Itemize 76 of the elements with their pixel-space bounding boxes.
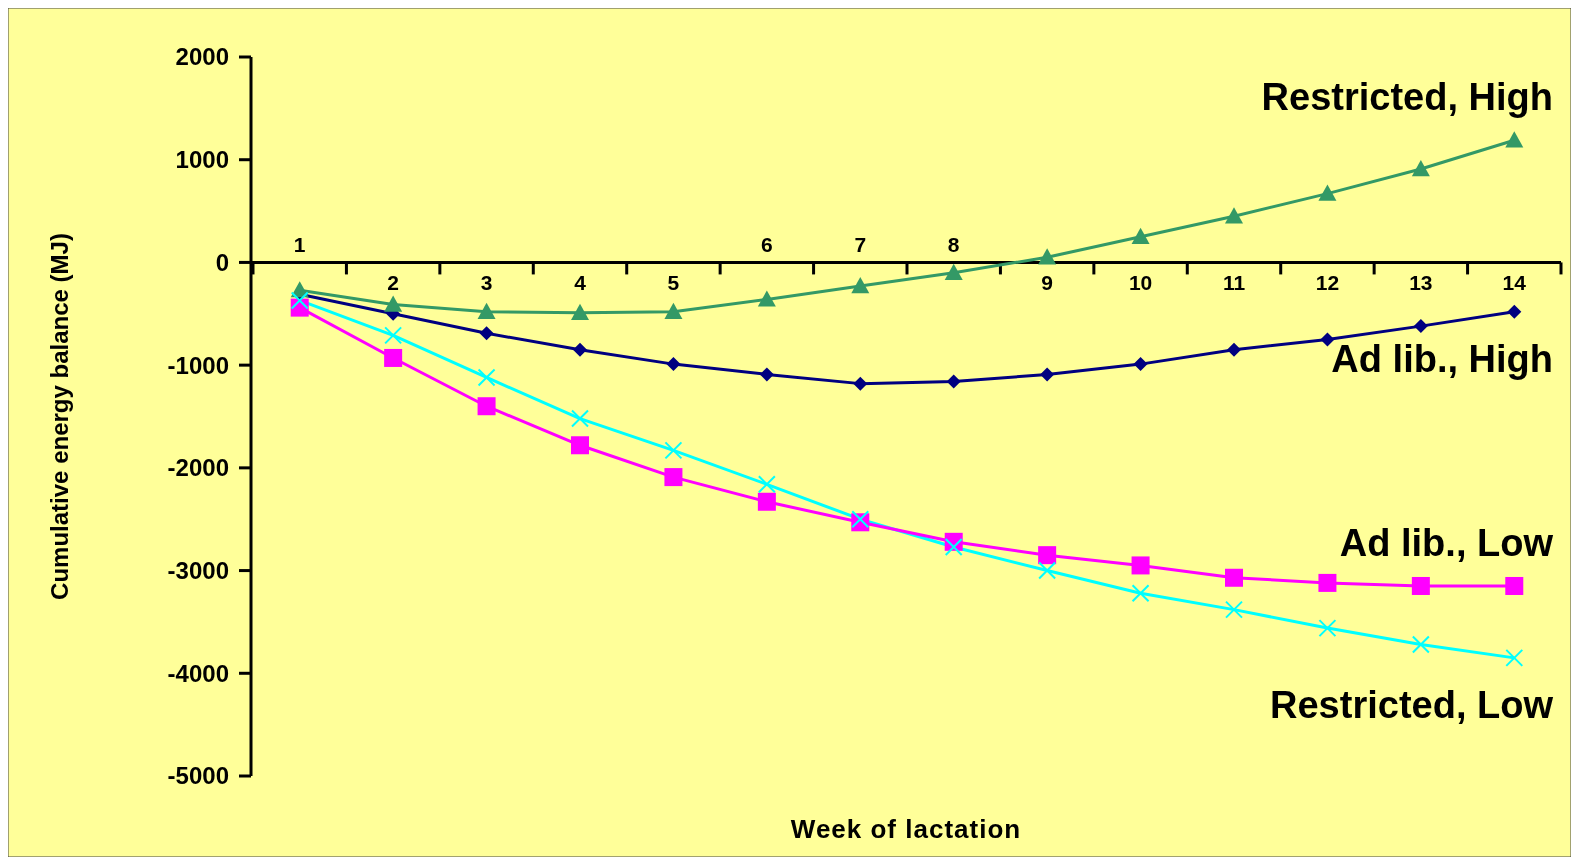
x-tick-label: 12 (1315, 271, 1340, 295)
point (477, 397, 496, 416)
point (664, 302, 683, 319)
y-axis-title: Cumulative energy balance (MJ) (46, 233, 73, 600)
y-tick-label: 1000 (175, 146, 229, 174)
point (664, 468, 683, 487)
point (1225, 207, 1243, 224)
point (664, 441, 683, 460)
x-tick-label: 3 (480, 271, 493, 295)
point (1038, 248, 1057, 265)
y-tick-label: 2000 (175, 43, 229, 71)
x-tick-label: 10 (1128, 271, 1153, 295)
point (384, 295, 403, 312)
x-tick-label: 9 (1041, 271, 1053, 295)
point (1225, 568, 1243, 587)
point (1507, 304, 1522, 319)
point (1131, 227, 1150, 244)
x-axis-title: Week of lactation (790, 814, 1022, 844)
point (571, 409, 589, 428)
y-tick-label: -5000 (167, 762, 229, 790)
x-tick-label: 8 (947, 233, 960, 257)
point (1505, 648, 1524, 667)
point (757, 290, 776, 307)
point (477, 368, 496, 387)
point (1131, 556, 1150, 575)
x-tick-label: 6 (761, 233, 773, 257)
series-label: Ad lib., Low (1339, 521, 1554, 564)
point (757, 475, 776, 494)
point (666, 357, 681, 372)
series-label: Ad lib., High (1331, 337, 1553, 380)
point (571, 303, 589, 320)
point (853, 376, 868, 391)
point (477, 302, 496, 319)
series-label: Restricted, High (1261, 76, 1553, 119)
y-tick-label: -1000 (167, 351, 229, 379)
point (1133, 357, 1148, 372)
point (1413, 319, 1428, 334)
point (571, 436, 589, 455)
point (1227, 342, 1241, 357)
point (1038, 561, 1057, 580)
point (1411, 576, 1430, 595)
point (757, 492, 776, 511)
x-tick-label: 11 (1222, 271, 1246, 295)
x-tick-label: 1 (293, 233, 306, 257)
x-tick-label: 4 (574, 271, 587, 295)
point (1038, 546, 1057, 565)
point (1411, 159, 1430, 177)
series-label: Restricted, Low (1270, 683, 1554, 726)
x-tick-label: 14 (1502, 271, 1527, 295)
y-tick-label: -2000 (167, 454, 229, 482)
point (1131, 584, 1150, 603)
point (1411, 635, 1430, 654)
y-tick-label: 0 (215, 248, 229, 276)
x-tick-label: 2 (387, 271, 399, 295)
point (944, 263, 963, 280)
point (944, 537, 963, 556)
point (1040, 367, 1055, 382)
y-tick-label: -3000 (167, 556, 229, 584)
point (1318, 573, 1337, 592)
point (479, 326, 494, 341)
x-tick-label: 13 (1409, 271, 1433, 295)
point (946, 374, 961, 389)
point (384, 348, 403, 367)
point (573, 342, 587, 357)
point (851, 277, 870, 294)
point (1505, 131, 1524, 148)
point (1505, 576, 1524, 595)
point (759, 367, 774, 382)
x-tick-label: 7 (854, 233, 867, 257)
point (290, 291, 309, 310)
point (1318, 184, 1337, 201)
point (384, 326, 403, 345)
point (1318, 619, 1337, 638)
point (1225, 600, 1243, 619)
y-tick-label: -4000 (167, 659, 229, 687)
x-tick-label: 5 (667, 271, 680, 295)
